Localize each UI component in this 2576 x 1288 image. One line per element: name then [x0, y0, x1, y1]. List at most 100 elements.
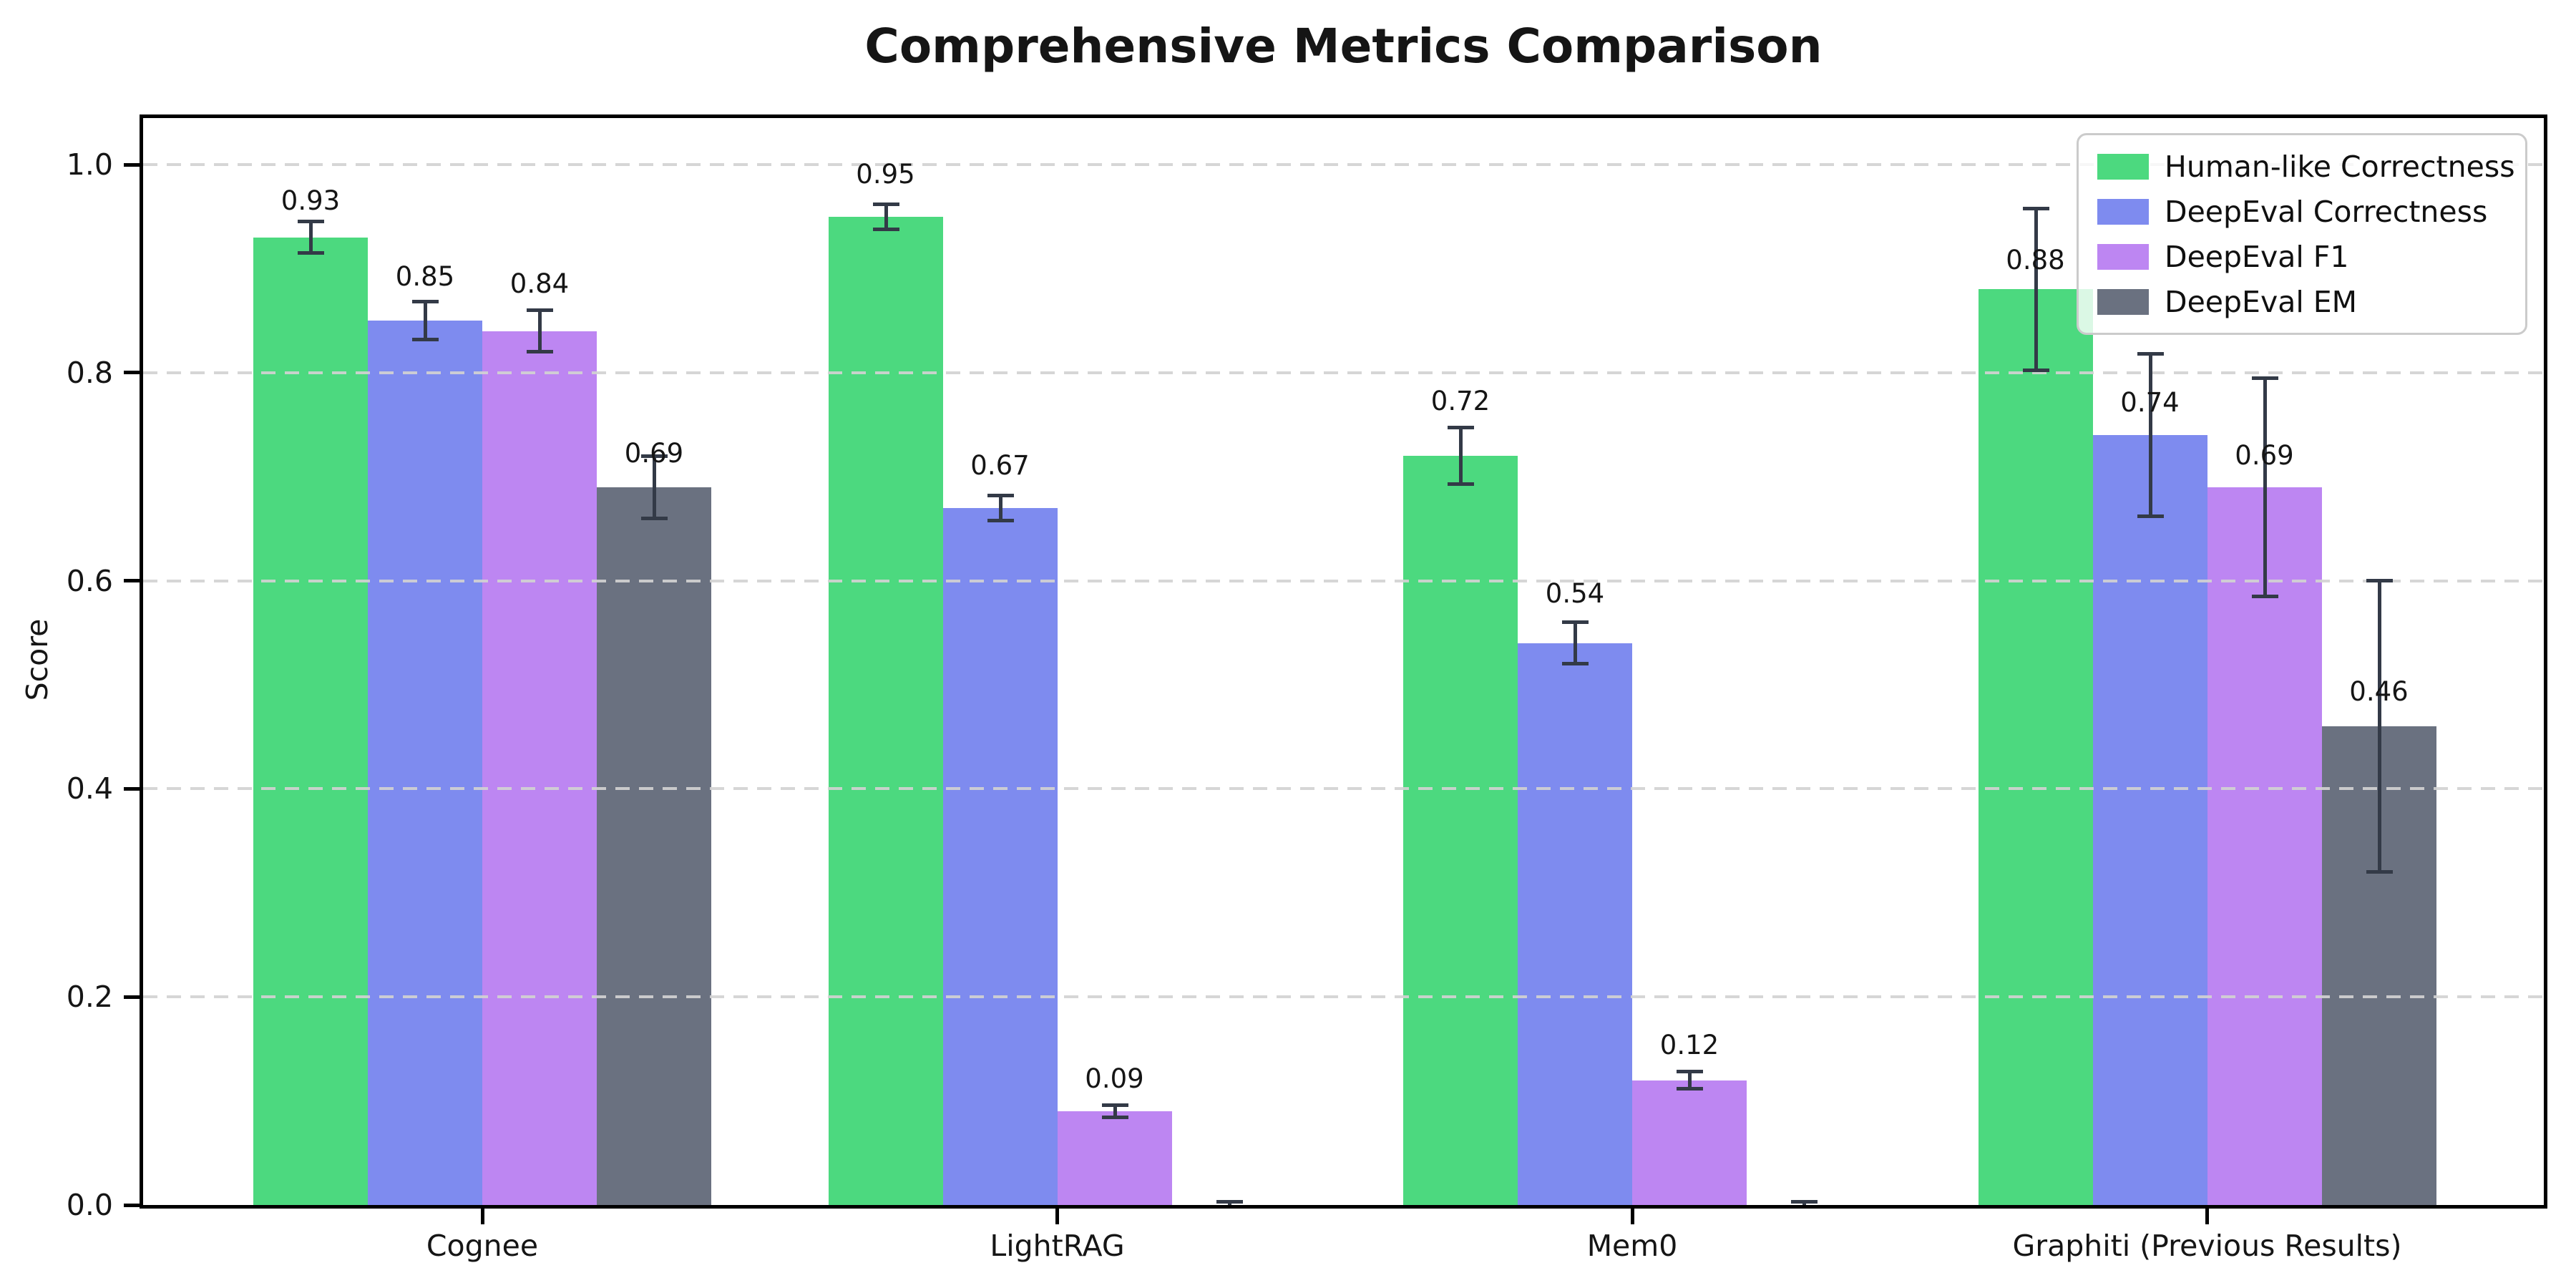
error-bar-cap-top	[527, 308, 553, 313]
y-tick-label: 0.6	[66, 563, 113, 598]
error-bar-cap-top	[1562, 620, 1589, 625]
error-bar-cap-bottom	[1562, 662, 1589, 666]
bar	[1518, 643, 1632, 1205]
error-bar-cap-top	[1791, 1200, 1818, 1204]
bar-value-label: 0.85	[395, 260, 455, 292]
chart-title: Comprehensive Metrics Comparison	[864, 19, 1823, 74]
error-bar-cap-bottom	[298, 251, 324, 255]
legend-item: DeepEval EM	[2097, 279, 2518, 324]
error-bar-cap-top	[987, 493, 1014, 497]
bar-value-label: 0.54	[1545, 578, 1605, 610]
legend-label: DeepEval Correctness	[2165, 194, 2488, 229]
bar-value-label: 0.84	[509, 268, 570, 300]
error-bar-cap-top	[2137, 352, 2164, 356]
bar-value-label: 0.95	[856, 159, 915, 190]
bar	[942, 508, 1058, 1205]
legend-swatch	[2097, 243, 2149, 270]
legend: Human-like Correctness DeepEval Correctne…	[2077, 133, 2527, 335]
y-tick-label: 0.4	[66, 771, 113, 806]
bar-value-label: 0.69	[624, 438, 684, 469]
error-bar-cap-bottom	[2022, 369, 2049, 373]
y-tick-label: 0.0	[66, 1188, 113, 1222]
error-bar-cap-bottom	[1677, 1086, 1703, 1091]
x-tick-label: Graphiti (Previous Results)	[2012, 1229, 2402, 1263]
error-bar-line	[1688, 1071, 1692, 1089]
x-tick-label: Mem0	[1586, 1229, 1678, 1263]
error-bar-line	[884, 204, 888, 230]
y-gridline	[143, 995, 2544, 999]
bar	[828, 217, 943, 1205]
bar-value-label: 0.74	[2120, 386, 2180, 418]
bar	[1057, 1111, 1172, 1205]
error-bar-cap-bottom	[1216, 1206, 1243, 1209]
y-tick	[124, 162, 140, 167]
bar	[597, 487, 711, 1205]
y-tick	[124, 579, 140, 583]
bar-value-label: 0.46	[2349, 676, 2409, 707]
error-bar-line	[2263, 378, 2267, 597]
x-tick	[1055, 1209, 1059, 1224]
y-gridline	[143, 163, 2544, 166]
legend-item: DeepEval Correctness	[2097, 189, 2518, 234]
x-tick-label: Cognee	[426, 1229, 539, 1263]
bar	[1403, 456, 1518, 1205]
bar-value-label: 0.12	[1659, 1030, 1719, 1061]
error-bar-cap-bottom	[412, 337, 439, 341]
y-tick	[124, 1203, 140, 1207]
x-tick	[2205, 1209, 2209, 1224]
y-gridline	[143, 787, 2544, 791]
error-bar-line	[653, 456, 656, 519]
error-bar-cap-top	[1216, 1200, 1243, 1204]
error-bar-line	[1459, 427, 1463, 484]
legend-swatch	[2097, 198, 2149, 225]
y-tick	[124, 995, 140, 999]
bar-value-label: 0.09	[1085, 1063, 1144, 1094]
bar-value-label: 0.67	[970, 450, 1030, 482]
error-bar-cap-bottom	[527, 350, 553, 354]
bar	[482, 331, 597, 1205]
error-bar-cap-top	[872, 202, 899, 206]
error-bar-cap-top	[2022, 206, 2049, 210]
legend-swatch	[2097, 153, 2149, 180]
error-bar-line	[538, 310, 542, 352]
error-bar-line	[2148, 353, 2152, 517]
bar	[253, 238, 368, 1205]
y-tick	[124, 371, 140, 375]
bar	[368, 321, 482, 1205]
bar	[2092, 435, 2207, 1205]
error-bar-cap-top	[2251, 376, 2278, 380]
y-axis-label: Score	[20, 618, 54, 701]
legend-item: Human-like Correctness	[2097, 144, 2518, 189]
legend-swatch	[2097, 288, 2149, 315]
legend-label: Human-like Correctness	[2165, 149, 2515, 184]
error-bar-cap-bottom	[2366, 870, 2393, 874]
error-bar-line	[1574, 622, 1577, 664]
y-gridline	[143, 579, 2544, 582]
y-gridline	[143, 371, 2544, 374]
error-bar-cap-bottom	[987, 518, 1014, 522]
error-bar-cap-top	[1677, 1070, 1703, 1074]
y-tick	[124, 786, 140, 791]
error-bar-cap-top	[1448, 426, 1474, 430]
bar-value-label: 0.88	[2006, 244, 2065, 275]
y-tick-label: 0.8	[66, 355, 113, 390]
error-bar-line	[998, 495, 1002, 521]
error-bar-cap-bottom	[2137, 514, 2164, 518]
error-bar-cap-bottom	[641, 516, 668, 520]
error-bar-cap-top	[2366, 579, 2393, 583]
error-bar-line	[424, 301, 427, 340]
error-bar-line	[2377, 580, 2381, 872]
error-bar-cap-bottom	[1791, 1206, 1818, 1209]
bar-value-label: 0.69	[2235, 439, 2294, 471]
error-bar-cap-top	[412, 300, 439, 304]
x-tick	[1630, 1209, 1634, 1224]
legend-label: DeepEval EM	[2165, 284, 2358, 319]
y-tick-label: 0.2	[66, 980, 113, 1015]
error-bar-cap-bottom	[1448, 482, 1474, 486]
y-tick-label: 1.0	[66, 147, 113, 182]
error-bar-cap-bottom	[1101, 1116, 1128, 1120]
error-bar-cap-top	[641, 454, 668, 458]
x-tick	[480, 1209, 484, 1224]
bar-value-label: 0.93	[280, 185, 341, 216]
